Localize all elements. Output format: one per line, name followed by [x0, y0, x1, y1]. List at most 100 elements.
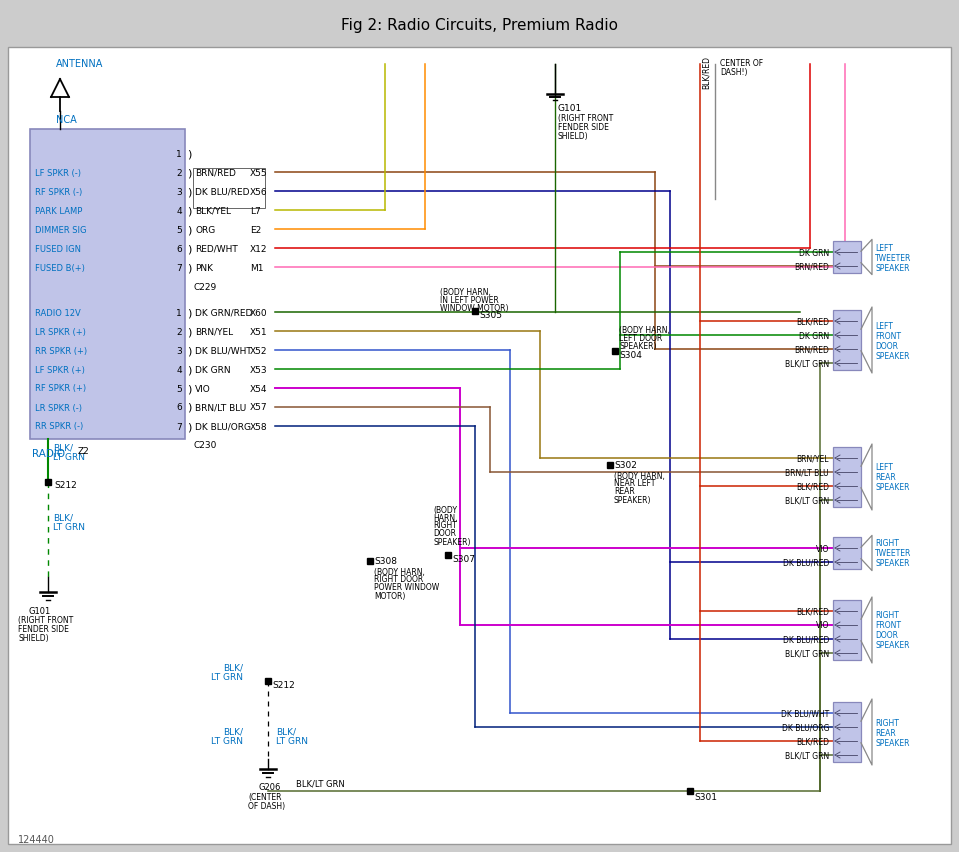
Text: X58: X58	[250, 422, 268, 431]
Text: BLK/LT GRN: BLK/LT GRN	[784, 751, 829, 760]
Text: DK BLU/ORG: DK BLU/ORG	[195, 422, 251, 431]
Text: RIGHT: RIGHT	[875, 717, 899, 727]
Text: BLK/RED: BLK/RED	[796, 482, 829, 491]
Text: ): )	[187, 383, 192, 394]
Text: ): )	[187, 346, 192, 355]
Text: LEFT DOOR: LEFT DOOR	[619, 333, 663, 343]
Text: DOOR: DOOR	[875, 341, 898, 350]
Text: LEFT: LEFT	[875, 243, 893, 252]
Text: RIGHT: RIGHT	[433, 521, 456, 530]
Bar	[833, 702, 861, 762]
Text: VIO: VIO	[815, 621, 829, 630]
Text: SPEAKER: SPEAKER	[875, 263, 909, 272]
Text: BLK/: BLK/	[276, 727, 296, 735]
Text: E2: E2	[250, 225, 261, 234]
Text: ): )	[187, 422, 192, 431]
Text: 3: 3	[176, 346, 182, 355]
Text: POWER WINDOW: POWER WINDOW	[374, 583, 439, 592]
Text: LT GRN: LT GRN	[276, 737, 308, 746]
Text: X54: X54	[250, 384, 268, 393]
Text: 6: 6	[176, 403, 182, 412]
Text: S301: S301	[694, 792, 717, 802]
Text: VIO: VIO	[195, 384, 211, 393]
Text: LR SPKR (+): LR SPKR (+)	[35, 327, 86, 336]
Text: LT GRN: LT GRN	[211, 673, 243, 682]
Text: RR SPKR (+): RR SPKR (+)	[35, 346, 87, 355]
Text: (RIGHT FRONT: (RIGHT FRONT	[558, 113, 613, 123]
Text: X55: X55	[250, 169, 268, 177]
Text: ): )	[187, 187, 192, 197]
Text: (BODY HARN,: (BODY HARN,	[619, 325, 670, 334]
Text: BLK/LT GRN: BLK/LT GRN	[295, 779, 344, 787]
Text: RIGHT DOOR: RIGHT DOOR	[374, 575, 423, 584]
Text: ): )	[187, 225, 192, 234]
Text: 2: 2	[176, 327, 182, 336]
Text: SPEAKER: SPEAKER	[875, 483, 909, 492]
Text: DK GRN/RED: DK GRN/RED	[195, 308, 252, 317]
Text: REAR: REAR	[875, 728, 896, 737]
Text: 1: 1	[176, 149, 182, 158]
Text: DK BLU/RED: DK BLU/RED	[783, 635, 829, 644]
Text: 5: 5	[176, 384, 182, 393]
Text: 1: 1	[176, 308, 182, 317]
Text: S212: S212	[272, 681, 294, 689]
Text: Fig 2: Radio Circuits, Premium Radio: Fig 2: Radio Circuits, Premium Radio	[340, 18, 618, 32]
Text: DIMMER SIG: DIMMER SIG	[35, 225, 86, 234]
Text: (BODY HARN,: (BODY HARN,	[440, 287, 491, 296]
Text: BLK/LT GRN: BLK/LT GRN	[784, 648, 829, 658]
Text: 7: 7	[176, 422, 182, 431]
Text: SPEAKER): SPEAKER)	[614, 495, 651, 504]
Text: 7: 7	[176, 263, 182, 272]
Text: FENDER SIDE: FENDER SIDE	[558, 123, 609, 131]
Bar	[30, 130, 185, 440]
Text: ORG: ORG	[195, 225, 215, 234]
Text: LF SPKR (+): LF SPKR (+)	[35, 365, 85, 374]
Text: DASH!): DASH!)	[720, 67, 747, 77]
Text: DK BLU/ORG: DK BLU/ORG	[782, 722, 829, 732]
Text: BLK/RED: BLK/RED	[796, 317, 829, 326]
Text: BLK/RED: BLK/RED	[702, 55, 711, 89]
Text: HARN,: HARN,	[433, 513, 457, 522]
Text: ): )	[187, 365, 192, 375]
Text: SHIELD): SHIELD)	[558, 131, 589, 141]
Text: G101: G101	[28, 606, 50, 615]
Text: ): )	[187, 402, 192, 412]
Text: BLK/: BLK/	[223, 727, 243, 735]
Text: BRN/YEL: BRN/YEL	[195, 327, 233, 336]
Text: G101: G101	[558, 103, 582, 112]
Text: (RIGHT FRONT: (RIGHT FRONT	[18, 616, 73, 625]
Text: ): )	[187, 308, 192, 318]
Text: BLK/RED: BLK/RED	[796, 607, 829, 616]
Text: ANTENNA: ANTENNA	[56, 59, 104, 69]
Text: BLK/YEL: BLK/YEL	[195, 206, 231, 216]
Text: C230: C230	[193, 441, 217, 450]
Text: FENDER SIDE: FENDER SIDE	[18, 625, 69, 634]
Text: LR SPKR (-): LR SPKR (-)	[35, 403, 82, 412]
Text: RADIO: RADIO	[32, 448, 65, 458]
Text: 3: 3	[176, 187, 182, 196]
Text: BRN/RED: BRN/RED	[195, 169, 236, 177]
Text: 124440: 124440	[18, 834, 55, 844]
Text: S212: S212	[54, 481, 77, 490]
Bar	[193, 169, 265, 209]
Text: SPEAKER): SPEAKER)	[619, 341, 657, 350]
Text: CENTER OF: CENTER OF	[720, 59, 763, 67]
Text: DOOR: DOOR	[433, 529, 456, 538]
Text: (BODY HARN,: (BODY HARN,	[374, 567, 425, 576]
Text: X56: X56	[250, 187, 268, 196]
Text: SPEAKER: SPEAKER	[875, 351, 909, 360]
Text: BRN/LT BLU: BRN/LT BLU	[195, 403, 246, 412]
Text: SPEAKER: SPEAKER	[875, 641, 909, 650]
Text: LT GRN: LT GRN	[53, 522, 85, 531]
Text: PNK: PNK	[195, 263, 213, 272]
Text: LT GRN: LT GRN	[53, 452, 85, 461]
Text: WINDOW MOTOR): WINDOW MOTOR)	[440, 303, 508, 312]
Text: M1: M1	[250, 263, 264, 272]
Text: PARK LAMP: PARK LAMP	[35, 206, 82, 216]
Text: DK BLU/WHT: DK BLU/WHT	[195, 346, 252, 355]
Text: X51: X51	[250, 327, 268, 336]
Text: IN LEFT POWER: IN LEFT POWER	[440, 295, 499, 304]
Text: C229: C229	[193, 282, 216, 291]
Text: BLK/: BLK/	[53, 443, 73, 452]
Text: ): )	[187, 206, 192, 216]
